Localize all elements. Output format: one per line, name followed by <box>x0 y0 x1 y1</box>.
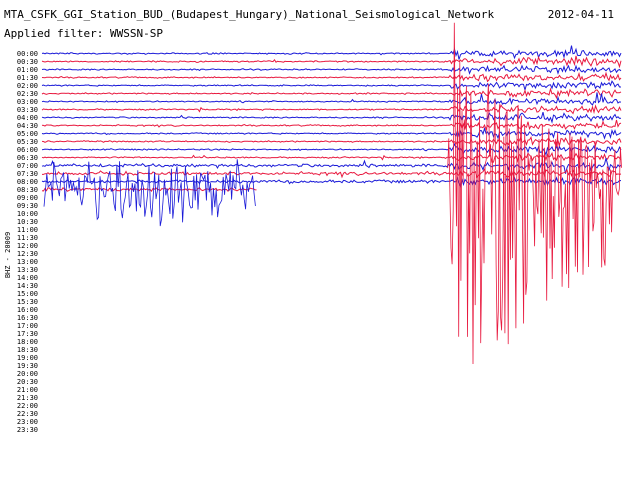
tick-label-0800: 08:00 <box>17 178 38 186</box>
tick-label-1200: 12:00 <box>17 242 38 250</box>
trace-row-0100 <box>41 64 622 75</box>
trace-row-0600 <box>41 142 622 157</box>
tick-label-1630: 16:30 <box>17 314 38 322</box>
tick-label-1430: 14:30 <box>17 282 38 290</box>
tick-label-1700: 17:00 <box>17 322 38 330</box>
trace-row-0300 <box>41 92 622 106</box>
trace-row-0700 <box>41 158 622 174</box>
tick-label-2330: 23:30 <box>17 426 38 434</box>
tick-label-2230: 22:30 <box>17 410 38 418</box>
chart-title: MTA_CSFK_GGI_Station_BUD_(Budapest_Hunga… <box>4 8 495 21</box>
tick-label-0830: 08:30 <box>17 186 38 194</box>
tick-label-1030: 10:30 <box>17 218 38 226</box>
tick-label-2100: 21:00 <box>17 386 38 394</box>
tick-label-1830: 18:30 <box>17 346 38 354</box>
tick-label-1300: 13:00 <box>17 258 38 266</box>
event-trace <box>447 22 622 365</box>
tick-label-0700: 07:00 <box>17 162 38 170</box>
tick-label-0330: 03:30 <box>17 106 38 114</box>
tick-label-1600: 16:00 <box>17 306 38 314</box>
tick-label-0130: 01:30 <box>17 74 38 82</box>
trace-row-0430 <box>41 119 622 131</box>
trace-row-0400 <box>41 111 622 124</box>
trace-row-0530 <box>41 136 622 148</box>
tick-label-2000: 20:00 <box>17 370 38 378</box>
trace-row-0500 <box>41 126 622 140</box>
seismic-traces <box>41 45 622 227</box>
trace-row-0130 <box>41 71 622 83</box>
tick-label-0400: 04:00 <box>17 114 38 122</box>
tick-label-0230: 02:30 <box>17 90 38 98</box>
tick-label-2200: 22:00 <box>17 402 38 410</box>
tick-label-0300: 03:00 <box>17 98 38 106</box>
trace-row-0630 <box>41 151 622 163</box>
tick-label-0000: 00:00 <box>17 50 38 58</box>
filter-label: Applied filter: WWSSN-SP <box>4 27 163 40</box>
tick-label-1100: 11:00 <box>17 226 38 234</box>
trace-row-0030 <box>41 55 622 69</box>
trace-row-0200 <box>41 80 621 92</box>
tick-label-0100: 01:00 <box>17 66 38 74</box>
tick-label-0430: 04:30 <box>17 122 38 130</box>
tick-label-2300: 23:00 <box>17 418 38 426</box>
trace-row-0000 <box>41 45 622 60</box>
tick-label-1900: 19:00 <box>17 354 38 362</box>
tick-label-1800: 18:00 <box>17 338 38 346</box>
tick-label-1330: 13:30 <box>17 266 38 274</box>
time-tick-labels: 00:0000:3001:0001:3002:0002:3003:0003:30… <box>17 50 38 434</box>
tick-label-0030: 00:30 <box>17 58 38 66</box>
tick-label-1500: 15:00 <box>17 290 38 298</box>
tick-label-0500: 05:00 <box>17 130 38 138</box>
tick-label-0900: 09:00 <box>17 194 38 202</box>
trace-row-0230 <box>41 87 622 100</box>
tick-label-0630: 06:30 <box>17 154 38 162</box>
tick-label-1230: 12:30 <box>17 250 38 258</box>
tick-label-0730: 07:30 <box>17 170 38 178</box>
tick-label-1400: 14:00 <box>17 274 38 282</box>
tick-label-0200: 02:00 <box>17 82 38 90</box>
station-label: BHZ - 20009 <box>4 232 12 278</box>
tick-label-0930: 09:30 <box>17 202 38 210</box>
chart-date: 2012-04-11 <box>547 8 614 21</box>
tick-label-1130: 11:30 <box>17 234 38 242</box>
earthquake-event <box>447 22 622 365</box>
tick-label-2030: 20:30 <box>17 378 38 386</box>
tick-label-0600: 06:00 <box>17 146 38 154</box>
tick-label-1730: 17:30 <box>17 330 38 338</box>
tick-label-1000: 10:00 <box>17 210 38 218</box>
tick-label-2130: 21:30 <box>17 394 38 402</box>
tick-label-0530: 05:30 <box>17 138 38 146</box>
trace-row-0730 <box>42 167 622 179</box>
early-burst-trace <box>43 159 256 227</box>
tick-label-1530: 15:30 <box>17 298 38 306</box>
trace-row-0330 <box>41 103 622 115</box>
tick-label-1930: 19:30 <box>17 362 38 370</box>
